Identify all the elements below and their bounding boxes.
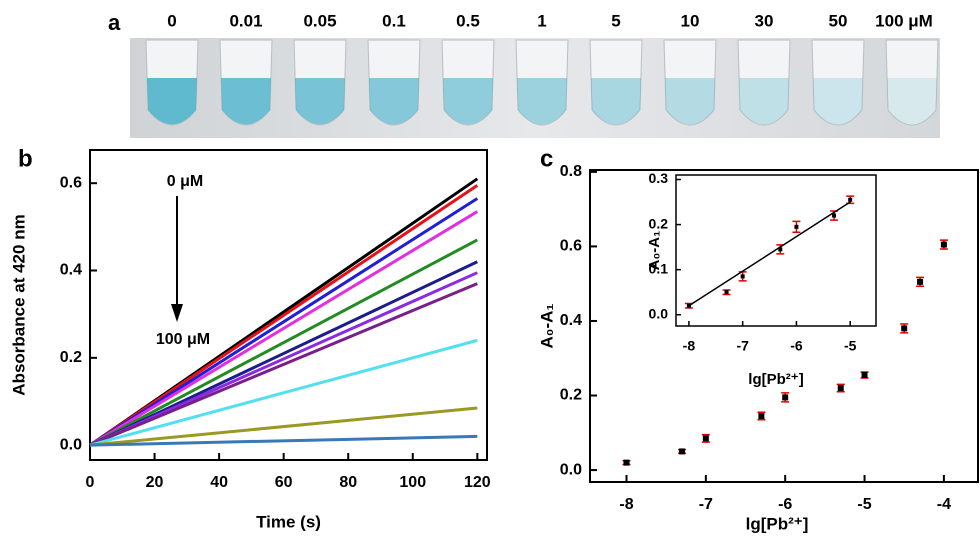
marker — [758, 413, 764, 419]
x-tick-label: 20 — [146, 474, 164, 491]
panel-label: a — [108, 10, 121, 35]
figure: a 0 0.01 0.05 0.1 0.5 1 5 10 30 50 100 μM b 0 20 40 60 8… — [0, 0, 980, 538]
annotation-arrowhead — [171, 304, 183, 322]
series-line — [90, 212, 477, 446]
marker — [623, 460, 629, 466]
y-tick-label: 0.2 — [60, 349, 82, 366]
marker — [741, 274, 745, 278]
concentration-label: 0.1 — [382, 11, 406, 30]
concentration-label: 1 — [537, 11, 546, 30]
panel-label: b — [18, 145, 33, 172]
y-tick-label: 0.4 — [60, 262, 82, 279]
x-tick-label: -6 — [790, 338, 803, 354]
marker — [725, 290, 729, 294]
y-tick-label: 0.3 — [649, 170, 669, 186]
marker — [848, 198, 852, 202]
marker — [679, 448, 685, 454]
x-tick-label: -7 — [736, 338, 749, 354]
marker — [941, 242, 947, 248]
concentration-label: 50 — [829, 11, 848, 30]
y-tick-label: 0.6 — [60, 174, 82, 191]
marker — [794, 225, 798, 229]
concentration-label: 30 — [755, 11, 774, 30]
concentration-label: 100 μM — [875, 11, 933, 30]
annotation: 0 μM — [167, 173, 203, 190]
x-axis-label: lg[Pb²⁺] — [746, 514, 809, 533]
y-tick-label: 0.4 — [560, 312, 582, 329]
marker — [703, 435, 709, 441]
series-line — [90, 198, 477, 445]
x-tick-label: 80 — [339, 474, 357, 491]
y-tick-label: 0.0 — [560, 461, 582, 478]
y-tick-label: 0.6 — [560, 238, 582, 255]
x-axis-label: Time (s) — [256, 512, 321, 531]
marker — [901, 325, 907, 331]
marker — [917, 279, 923, 285]
y-tick-label: 0.2 — [649, 215, 669, 231]
x-tick-label: 40 — [210, 474, 228, 491]
concentration-label: 0.05 — [303, 11, 336, 30]
concentration-label: 0.5 — [456, 11, 480, 30]
y-tick-label: 0.2 — [560, 387, 582, 404]
panel-label: c — [540, 145, 553, 172]
series-line — [90, 284, 477, 446]
series-line — [90, 185, 477, 445]
y-axis-label: A₀-A₁ — [537, 304, 556, 349]
marker — [838, 385, 844, 391]
y-axis-label: Absorbance at 420 nm — [9, 214, 28, 395]
x-axis-label: lg[Pb²⁺] — [748, 371, 803, 388]
x-tick-label: -8 — [619, 496, 633, 513]
y-tick-label: 0.0 — [60, 436, 82, 453]
x-tick-label: -4 — [937, 496, 951, 513]
x-tick-label: -5 — [844, 338, 857, 354]
x-tick-label: -7 — [699, 496, 713, 513]
series-line — [90, 340, 477, 445]
marker — [782, 394, 788, 400]
x-tick-label: -6 — [778, 496, 792, 513]
concentration-label: 10 — [681, 11, 700, 30]
y-tick-label: 0.0 — [649, 305, 669, 321]
concentration-label: 0 — [167, 11, 176, 30]
concentration-label: 0.01 — [229, 11, 262, 30]
x-tick-label: 120 — [464, 474, 491, 491]
x-tick-label: 0 — [86, 474, 95, 491]
marker — [862, 372, 868, 378]
concentration-label: 5 — [611, 11, 620, 30]
x-tick-label: -8 — [683, 338, 696, 354]
annotation: 100 μM — [156, 331, 210, 348]
y-tick-label: 0.8 — [560, 163, 582, 180]
x-tick-label: -5 — [857, 496, 871, 513]
x-tick-label: 60 — [275, 474, 293, 491]
y-axis-label: A₀-A₁ — [646, 231, 663, 271]
x-tick-label: 100 — [399, 474, 426, 491]
series-line — [90, 273, 477, 445]
